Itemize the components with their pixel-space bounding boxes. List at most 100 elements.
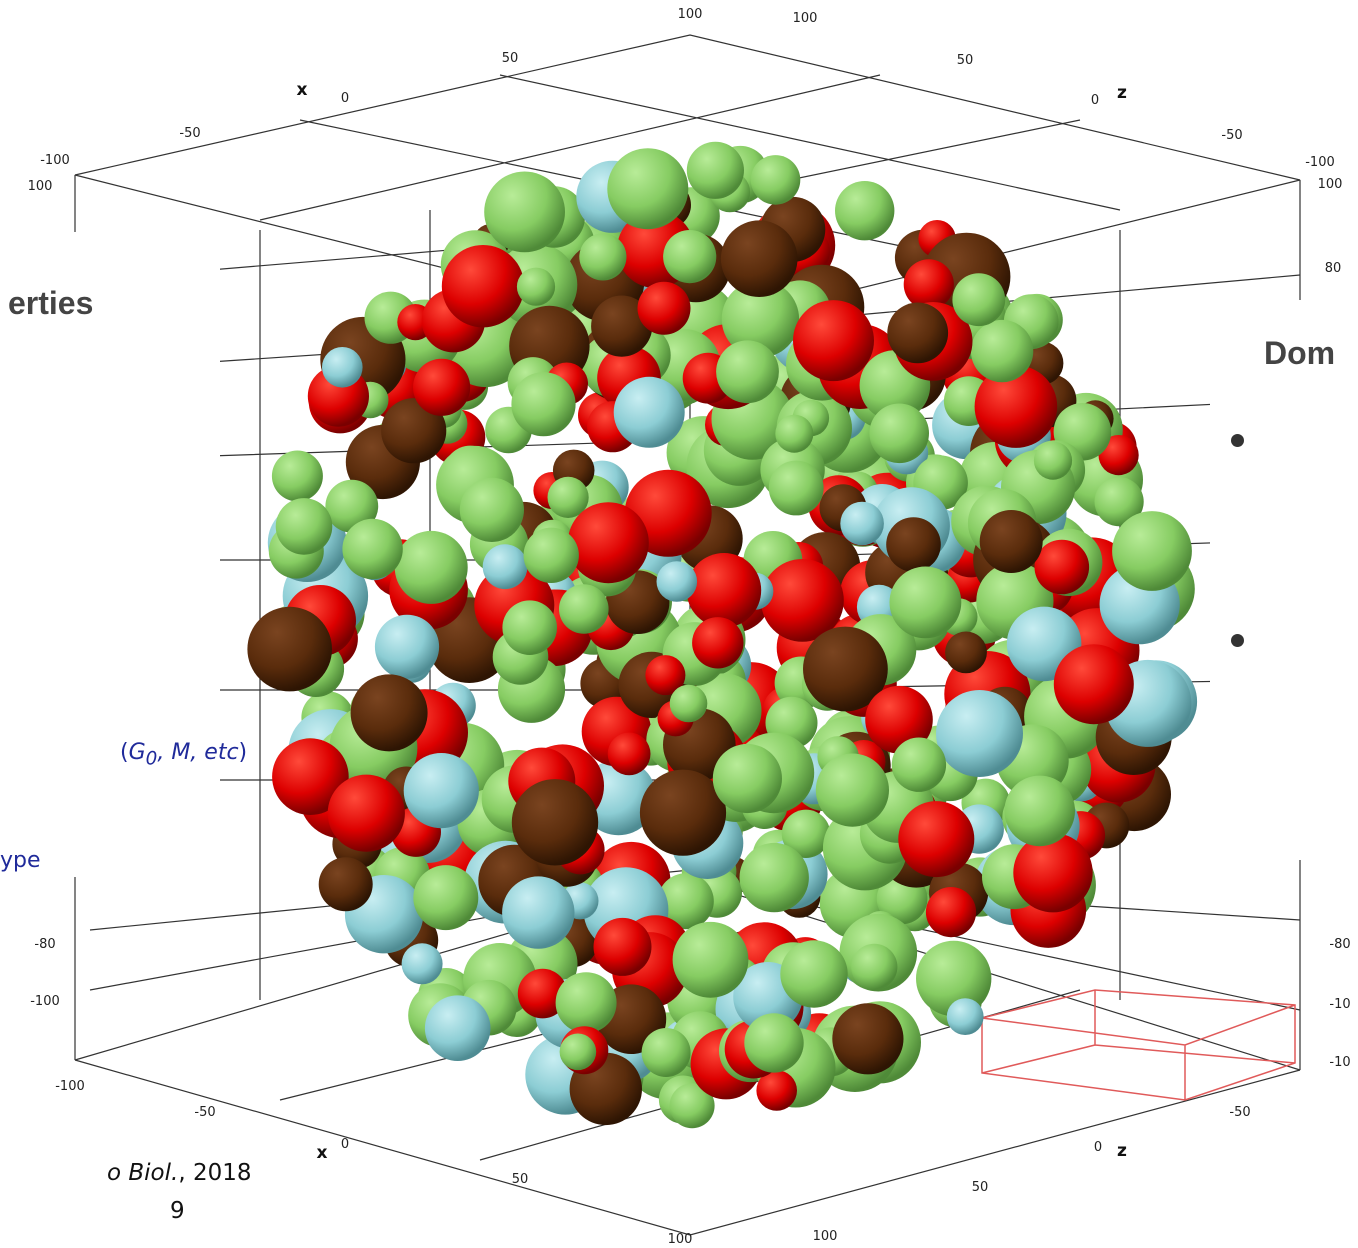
- tick-label: 50: [502, 51, 519, 66]
- tick-label: 50: [957, 53, 974, 68]
- cell: [560, 1034, 597, 1071]
- cell: [442, 245, 524, 327]
- cell: [740, 843, 809, 912]
- axis-name: x: [297, 80, 308, 100]
- cell: [744, 1013, 803, 1072]
- bullet: [1231, 434, 1244, 447]
- cell: [780, 940, 847, 1007]
- tick-label: 80: [1325, 261, 1342, 276]
- cell: [1013, 833, 1092, 912]
- cell: [524, 528, 579, 583]
- cell: [775, 415, 813, 453]
- cell: [926, 887, 976, 937]
- tick-label: 0: [341, 1137, 349, 1152]
- slide: 100100505000-50-50-100-10010010080-80-10…: [0, 0, 1358, 1248]
- cell: [840, 502, 884, 546]
- cell: [247, 607, 332, 692]
- axis-name: z: [1117, 83, 1127, 103]
- citation: o Biol., 2018: [107, 1160, 251, 1186]
- cell: [568, 502, 649, 583]
- subscript: 0: [146, 748, 158, 769]
- cell: [413, 865, 478, 930]
- tick-label: 50: [972, 1180, 989, 1195]
- cell: [751, 155, 801, 205]
- cell: [898, 801, 974, 877]
- cell: [1035, 540, 1090, 595]
- symbol: , M, etc: [157, 740, 238, 765]
- cell: [607, 148, 688, 229]
- tick-label: 100: [813, 1229, 838, 1244]
- cell: [402, 943, 443, 984]
- cell: [328, 775, 405, 852]
- tick-label: 0: [341, 91, 349, 106]
- tick-label: -50: [179, 126, 200, 141]
- tick-label: -100: [1305, 155, 1335, 170]
- cell: [904, 259, 954, 309]
- cell: [594, 918, 652, 976]
- cell: [511, 372, 575, 436]
- tick-label: 100: [678, 7, 703, 22]
- cell: [413, 359, 470, 416]
- symbol: G: [129, 740, 146, 765]
- cell: [851, 944, 897, 990]
- cell: [793, 300, 874, 381]
- tick-label: 100: [668, 1232, 693, 1247]
- cell: [614, 377, 685, 448]
- cell: [484, 172, 565, 253]
- right-panel: [1210, 300, 1358, 860]
- cell: [971, 320, 1033, 382]
- cell: [559, 584, 609, 634]
- tick-label: -10: [1329, 997, 1350, 1012]
- cell: [713, 744, 782, 813]
- cell: [502, 600, 557, 655]
- cell: [512, 779, 598, 865]
- cell: [351, 674, 428, 751]
- cell: [342, 519, 402, 579]
- cell: [687, 142, 744, 199]
- cell: [1112, 511, 1192, 591]
- cell: [608, 733, 651, 776]
- cell: [579, 233, 626, 280]
- cell: [892, 738, 946, 792]
- note2: ype: [0, 848, 41, 873]
- bullet: [1231, 634, 1244, 647]
- tick-label: 100: [1318, 177, 1343, 192]
- cell: [556, 972, 617, 1033]
- left-heading: erties: [8, 285, 93, 322]
- cell: [663, 230, 716, 283]
- tick-label: -50: [1229, 1105, 1250, 1120]
- cell: [869, 404, 929, 464]
- cell: [936, 690, 1023, 777]
- tick-label: -100: [55, 1079, 85, 1094]
- tick-label: -100: [30, 994, 60, 1009]
- cell: [322, 347, 363, 388]
- year: , 2018: [178, 1160, 251, 1186]
- tick-label: -80: [1329, 937, 1350, 952]
- cell: [980, 510, 1043, 573]
- cell: [272, 451, 323, 502]
- cell: [816, 754, 889, 827]
- cell: [721, 220, 798, 297]
- cell: [835, 181, 894, 240]
- paren: (: [120, 740, 129, 765]
- cell: [642, 1028, 691, 1077]
- note: (G0, M, etc): [120, 740, 247, 769]
- cell: [425, 995, 491, 1061]
- cell: [670, 685, 708, 723]
- cell: [483, 544, 528, 589]
- cell: [769, 461, 824, 516]
- right-heading: Dom: [1264, 335, 1335, 372]
- citation-line2: 9: [170, 1198, 185, 1224]
- cell: [687, 553, 762, 628]
- cell: [716, 340, 779, 403]
- paren: ): [239, 740, 248, 765]
- cell: [1054, 644, 1134, 724]
- tick-label: 0: [1091, 93, 1099, 108]
- cell: [395, 531, 468, 604]
- cell: [1034, 442, 1072, 480]
- cell: [947, 998, 984, 1035]
- journal: o Biol.: [107, 1160, 178, 1186]
- tick-label: -80: [34, 937, 55, 952]
- cell: [276, 498, 333, 555]
- axis-name: x: [317, 1143, 328, 1163]
